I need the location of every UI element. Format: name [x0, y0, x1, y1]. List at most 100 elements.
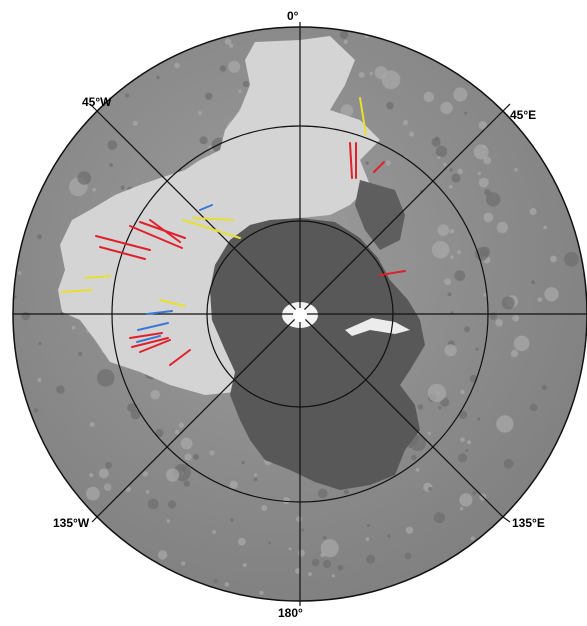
crater	[433, 512, 446, 524]
crater	[168, 500, 177, 509]
crater	[458, 453, 468, 463]
crater	[197, 111, 202, 116]
crater	[464, 111, 468, 115]
crater	[467, 440, 471, 445]
crater	[460, 389, 465, 395]
label-180-deg: 180°	[278, 606, 303, 620]
crater	[89, 473, 94, 478]
crater	[451, 173, 461, 183]
crater	[484, 189, 491, 196]
crater	[77, 171, 92, 185]
crater	[125, 93, 130, 98]
crater	[238, 537, 246, 546]
light-unit-south-arm	[125, 320, 190, 380]
crater	[453, 87, 468, 102]
crater	[253, 473, 258, 477]
crater	[386, 102, 394, 110]
crater	[209, 450, 215, 456]
crater	[340, 104, 354, 117]
crater	[386, 534, 391, 538]
yellow-line-markers	[61, 97, 367, 307]
crater	[365, 537, 370, 541]
crater	[155, 429, 164, 438]
crater	[529, 208, 537, 215]
crater	[78, 351, 83, 356]
crater	[339, 30, 349, 39]
crater	[457, 250, 462, 255]
crater	[512, 314, 520, 322]
crater	[381, 70, 401, 90]
crater	[147, 498, 159, 510]
crater	[21, 311, 31, 321]
crater	[531, 280, 536, 285]
crater	[472, 491, 476, 495]
crater	[447, 292, 452, 297]
crater	[242, 80, 250, 88]
crater	[282, 497, 290, 505]
crater	[180, 437, 193, 450]
crater	[427, 431, 432, 436]
crater	[434, 136, 440, 142]
crater	[450, 311, 454, 315]
crater	[165, 468, 180, 482]
crater	[242, 563, 247, 567]
crater	[71, 325, 76, 330]
crater	[459, 493, 473, 507]
crater	[343, 489, 349, 495]
crater	[501, 296, 515, 310]
crater	[435, 145, 448, 158]
crater	[230, 518, 234, 522]
crater	[444, 344, 457, 357]
crater	[496, 221, 508, 234]
crater	[543, 225, 547, 230]
crater	[495, 319, 503, 327]
crater	[369, 71, 373, 76]
crater	[322, 535, 327, 540]
crater	[544, 287, 559, 302]
crater	[224, 38, 232, 45]
crater	[33, 408, 39, 413]
crater	[184, 453, 192, 461]
pole-marker	[293, 308, 307, 322]
crater	[486, 192, 501, 207]
crater	[238, 89, 242, 94]
crater	[464, 326, 471, 333]
crater	[437, 156, 441, 159]
crater	[460, 507, 464, 511]
label-45e: 45°E	[510, 108, 537, 122]
crater	[268, 541, 272, 545]
crater	[205, 92, 213, 101]
crater	[212, 530, 216, 534]
crater	[104, 483, 112, 491]
crater	[261, 505, 268, 511]
crater	[96, 369, 115, 387]
crater	[174, 62, 180, 69]
crater	[415, 467, 420, 472]
crater	[404, 552, 412, 560]
crater	[411, 454, 417, 461]
crater	[483, 156, 492, 165]
crater	[337, 564, 344, 571]
crater	[366, 554, 376, 564]
crater	[56, 385, 65, 394]
crater	[358, 71, 365, 78]
crater	[427, 383, 447, 403]
crater	[178, 422, 185, 428]
crater	[444, 278, 452, 286]
crater	[157, 550, 168, 560]
crater	[449, 228, 455, 234]
crater	[459, 410, 468, 420]
crater	[142, 471, 149, 477]
crater	[480, 246, 490, 257]
crater	[460, 437, 465, 443]
crater	[228, 60, 241, 73]
crater	[224, 582, 229, 587]
crater	[37, 378, 42, 383]
crater	[301, 528, 305, 532]
crater	[408, 444, 413, 449]
label-0-deg: 0°	[287, 9, 299, 23]
crater	[331, 574, 335, 578]
crater	[297, 549, 305, 557]
dark-unit-lobe	[355, 180, 405, 250]
label-45w: 45°W	[82, 95, 112, 109]
